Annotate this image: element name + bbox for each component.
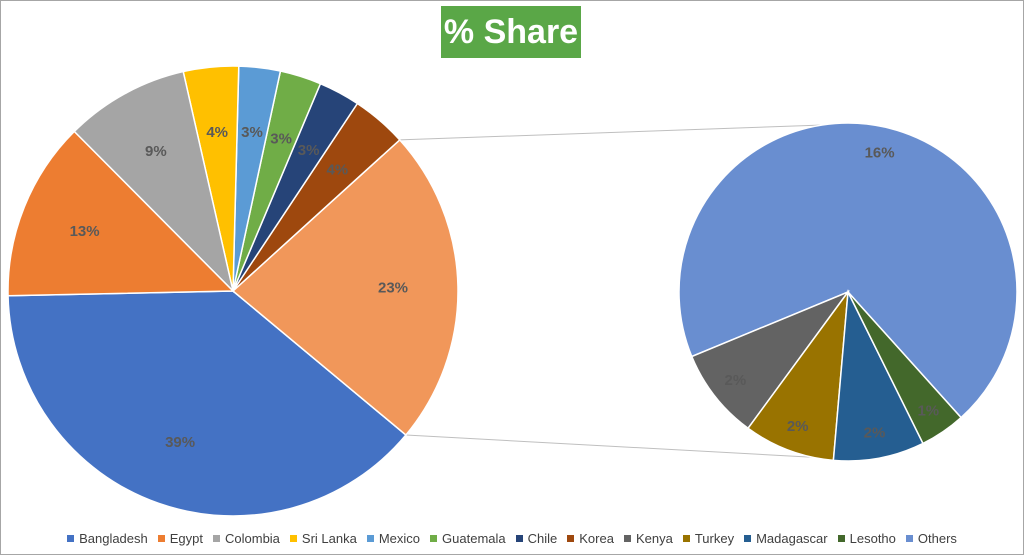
main-pie-data-label-egypt: 13% (70, 223, 100, 240)
legend-label-korea: Korea (579, 530, 614, 546)
connector-line-top (399, 124, 824, 141)
main-pie-slice-other (231, 138, 459, 437)
legend-swatch-sri-lanka (289, 534, 297, 542)
secondary-pie-data-label-others: 16% (865, 145, 895, 162)
connector-lines (399, 124, 827, 459)
legend-item-colombia: Colombia (213, 531, 280, 546)
legend-label-chile: Chile (527, 530, 558, 546)
secondary-pie-labels: 16% 2% 2% 2% 1% (725, 145, 940, 442)
legend-swatch-kenya (623, 534, 631, 542)
chart-legend: Bangladesh Egypt Colombia Sri Lanka Mexico Gu… (0, 525, 1024, 551)
legend-item-kenya: Kenya (623, 530, 673, 546)
legend-label-turkey: Turkey (694, 530, 735, 546)
legend-item-lesotho: Lesotho (837, 530, 896, 546)
main-pie-data-label-other: 23% (378, 280, 408, 297)
legend-item-egypt: Egypt (157, 530, 203, 546)
legend-label-others: Others (917, 530, 957, 546)
legend-label-guatemala: Guatemala (442, 530, 506, 546)
legend-label-egypt: Egypt (169, 530, 203, 546)
chart-title: % Share (441, 6, 581, 58)
legend-swatch-mexico (366, 534, 374, 542)
legend-swatch-egypt (157, 534, 165, 542)
legend-swatch-korea (567, 534, 575, 542)
legend-label-lesotho: Lesotho (849, 530, 896, 546)
legend-swatch-colombia (213, 534, 220, 542)
main-pie-slice-colombia (73, 70, 235, 294)
main-pie-data-label-korea: 4% (326, 162, 348, 179)
legend-swatch-lesotho (837, 534, 845, 542)
legend-item-bangladesh: Bangladesh (67, 531, 148, 546)
legend-label-mexico: Mexico (378, 530, 421, 546)
legend-label-colombia: Colombia (225, 530, 280, 546)
legend-swatch-guatemala (430, 534, 438, 542)
secondary-pie-data-label-lesotho: 1% (917, 402, 939, 419)
main-pie-data-label-chile: 3% (298, 142, 320, 159)
main-pie-labels: 39% 23% 4% 3% 3% 3% 4% 9% 13% (70, 124, 408, 451)
legend-item-others: Others (905, 530, 957, 546)
legend-swatch-chile (515, 534, 523, 542)
legend-item-korea: Korea (567, 531, 614, 546)
legend-label-sri-lanka: Sri Lanka (301, 530, 357, 546)
pie-of-pie-chart: 39% 23% 4% 3% 3% 3% 4% 9% 13% 16% 2% 2% 2% 1% (7, 65, 1018, 517)
secondary-pie-slice-lesotho (847, 291, 963, 445)
secondary-pie-slice-kenya (690, 290, 851, 430)
secondary-pie-slice-madagascar (832, 289, 925, 462)
main-pie-data-label-colombia: 9% (145, 143, 167, 160)
legend-swatch-turkey (682, 534, 690, 542)
legend-item-chile: Chile (515, 530, 558, 546)
secondary-pie-data-label-kenya: 2% (725, 372, 747, 389)
legend-item-mexico: Mexico (366, 530, 421, 546)
main-pie-data-label-mexico: 3% (241, 124, 263, 141)
main-pie-slices (7, 65, 459, 517)
secondary-pie-data-label-madagascar: 2% (864, 425, 886, 442)
legend-label-bangladesh: Bangladesh (79, 530, 148, 546)
legend-item-madagascar: Madagascar (744, 531, 828, 546)
main-pie-slice-egypt (7, 130, 235, 297)
legend-swatch-others (905, 534, 913, 542)
secondary-pie-data-label-turkey: 2% (787, 418, 809, 435)
legend-item-guatemala: Guatemala (430, 531, 506, 546)
legend-swatch-madagascar (744, 534, 752, 542)
secondary-pie-slices (678, 122, 1018, 462)
main-pie-data-label-sri-lanka: 4% (206, 124, 228, 141)
legend-label-kenya: Kenya (635, 530, 673, 546)
main-pie-slice-bangladesh (7, 290, 407, 517)
connector-line-bottom (405, 434, 827, 459)
secondary-pie-slice-others (678, 122, 1018, 419)
main-pie-data-label-guatemala: 3% (270, 130, 292, 147)
legend-item-turkey: Turkey (682, 530, 735, 546)
main-pie-data-label-bangladesh: 39% (165, 434, 195, 451)
secondary-pie-slice-turkey (746, 289, 849, 462)
legend-item-sri-lanka: Sri Lanka (289, 530, 357, 546)
legend-label-madagascar: Madagascar (756, 530, 828, 546)
legend-swatch-bangladesh (67, 534, 75, 542)
